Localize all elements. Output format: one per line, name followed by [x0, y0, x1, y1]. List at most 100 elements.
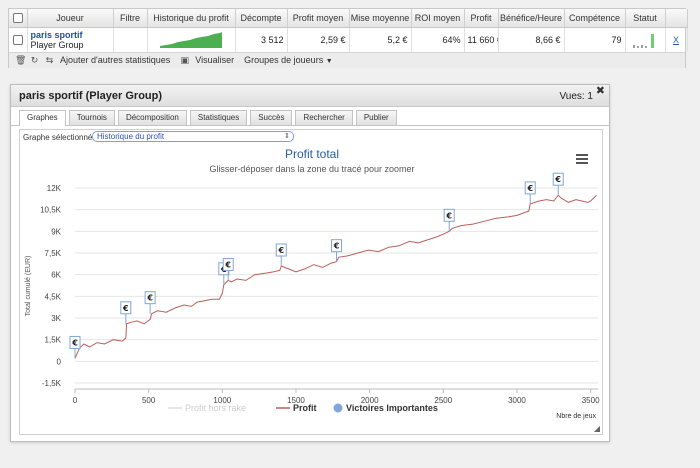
tab-succes[interactable]: Succès	[250, 110, 293, 125]
refresh-icon[interactable]: ↻	[30, 54, 39, 65]
header-mise-moyenne[interactable]: Mise moyenne	[349, 9, 412, 28]
visualize-button[interactable]: Visualiser	[195, 55, 235, 65]
dialog-tabs: Graphes Tournois Décomposition Statistiq…	[11, 110, 609, 126]
big-win-marker[interactable]: €	[144, 291, 156, 314]
views-count: Vues: 1	[559, 91, 593, 102]
tab-decomposition[interactable]: Décomposition	[117, 110, 187, 125]
big-win-marker[interactable]: €	[524, 181, 536, 204]
x-tick-label: 2500	[434, 396, 452, 405]
players-panel: Joueur Filtre Historique du profit Décom…	[8, 8, 688, 68]
y-tick-label: 9K	[51, 227, 61, 236]
tab-graphes[interactable]: Graphes	[19, 110, 66, 126]
select-arrows-icon: ⇕	[284, 133, 290, 140]
add-stats-icon[interactable]: ⇆	[45, 54, 54, 65]
avg-roi-cell: 64%	[411, 27, 465, 52]
header-decompte[interactable]: Décompte	[235, 9, 288, 28]
select-all-checkbox[interactable]	[12, 13, 23, 24]
players-table: Joueur Filtre Historique du profit Décom…	[9, 9, 688, 52]
chart-menu-icon[interactable]	[576, 154, 588, 164]
y-axis-label: Total cumulé (EUR)	[25, 256, 32, 317]
svg-text:€: €	[277, 246, 284, 255]
header-profit[interactable]: Profit	[464, 9, 499, 28]
player-name-link[interactable]: paris sportif	[30, 29, 83, 40]
player-type: Player Group	[30, 39, 84, 50]
x-tick-label: 2000	[361, 396, 379, 405]
header-profit-moyen[interactable]: Profit moyen	[287, 9, 350, 28]
delete-row-link[interactable]: X	[665, 27, 688, 52]
profit-series-line[interactable]	[74, 194, 597, 359]
tab-publier[interactable]: Publier	[355, 110, 397, 125]
player-groups-label: Groupes de joueurs	[244, 55, 324, 65]
graph-select[interactable]: Historique du profit ⇕	[92, 131, 294, 142]
y-tick-label: 0	[57, 357, 62, 366]
svg-text:€: €	[554, 175, 561, 184]
big-win-marker[interactable]: €	[443, 208, 455, 232]
big-win-marker[interactable]: €	[69, 335, 81, 359]
legend-profit[interactable]: Profit	[293, 403, 317, 413]
row-checkbox[interactable]	[12, 34, 23, 45]
trash-icon[interactable]: 🗑	[15, 54, 27, 65]
svg-text:€: €	[146, 294, 153, 303]
status-cell	[625, 27, 666, 52]
x-tick-label: 1500	[287, 396, 305, 405]
player-group-dialog: paris sportif (Player Group) Vues: 1 ✖ G…	[10, 84, 610, 442]
big-win-marker[interactable]: €	[552, 172, 564, 196]
header-select-all[interactable]	[9, 9, 28, 28]
big-win-marker[interactable]: €	[120, 301, 132, 324]
chart-subtitle: Glisser-déposer dans la zone du tracé po…	[209, 164, 414, 174]
filter-cell[interactable]	[113, 27, 148, 52]
close-icon[interactable]: ✖	[595, 85, 605, 97]
x-tick-label: 500	[142, 396, 156, 405]
y-tick-label: 1,5K	[45, 336, 62, 345]
tab-statistiques[interactable]: Statistiques	[189, 110, 248, 125]
player-groups-dropdown[interactable]: Groupes de joueurs ▼	[244, 55, 333, 65]
header-statut[interactable]: Statut	[625, 9, 666, 28]
header-joueur[interactable]: Joueur	[27, 9, 114, 28]
add-stats-button[interactable]: Ajouter d'autres statistiques	[60, 55, 171, 65]
profit-chart[interactable]: Profit total Glisser-déposer dans la zon…	[20, 146, 604, 436]
y-tick-label: 7,5K	[45, 249, 62, 258]
svg-text:€: €	[526, 184, 533, 193]
big-win-marker[interactable]: €	[275, 243, 287, 266]
chart-title: Profit total	[285, 147, 339, 161]
visualize-icon[interactable]: ▣	[180, 54, 190, 65]
header-delete	[665, 9, 688, 28]
sparkline-chart	[159, 31, 222, 48]
y-tick-label: -1,5K	[42, 379, 62, 388]
svg-text:€: €	[333, 242, 340, 251]
x-tick-label: 0	[73, 396, 78, 405]
tab-rechercher[interactable]: Rechercher	[295, 110, 353, 125]
resize-handle-icon[interactable]: ◢	[593, 424, 600, 433]
row-select[interactable]	[9, 27, 28, 52]
big-win-marker[interactable]: €	[331, 239, 342, 262]
player-cell[interactable]: paris sportif Player Group	[27, 27, 114, 52]
header-historique[interactable]: Historique du profit	[147, 9, 236, 28]
header-benefice-heure[interactable]: Bénéfice/Heure	[498, 9, 565, 28]
big-win-marker[interactable]: €	[222, 257, 234, 281]
tab-tournois[interactable]: Tournois	[68, 110, 115, 125]
svg-text:€: €	[224, 260, 231, 269]
profit-cell: 11 660 €	[464, 27, 499, 52]
avg-stake-cell: 5,2 €	[349, 27, 412, 52]
table-toolbar: 🗑 ↻ ⇆ Ajouter d'autres statistiques ▣ Vi…	[9, 51, 685, 68]
status-bars	[632, 33, 654, 48]
header-roi-moyen[interactable]: ROI moyen	[411, 9, 465, 28]
header-competence[interactable]: Compétence	[564, 9, 626, 28]
y-tick-label: 10,5K	[40, 206, 62, 215]
graph-select-value: Historique du profit	[97, 132, 165, 141]
x-tick-label: 3000	[508, 396, 526, 405]
legend-profit-hors-rake[interactable]: Profit hors rake	[185, 403, 246, 413]
header-filtre[interactable]: Filtre	[113, 9, 148, 28]
competence-cell: 79	[564, 27, 626, 52]
table-row[interactable]: paris sportif Player Group 3 512 2,59 € …	[9, 27, 688, 52]
legend-victoires-importantes[interactable]: Victoires Importantes	[346, 403, 438, 413]
dialog-header[interactable]: paris sportif (Player Group) Vues: 1 ✖	[11, 85, 609, 107]
svg-text:€: €	[445, 211, 452, 220]
profit-per-hour-cell: 8,66 €	[498, 27, 565, 52]
sparkline-area	[159, 31, 222, 48]
profit-history-sparkline	[147, 27, 236, 52]
y-tick-label: 3K	[51, 314, 61, 323]
chart-legend: Profit hors rake Profit Victoires Import…	[168, 403, 438, 413]
svg-text:€: €	[122, 304, 129, 313]
y-tick-label: 12K	[47, 184, 62, 193]
